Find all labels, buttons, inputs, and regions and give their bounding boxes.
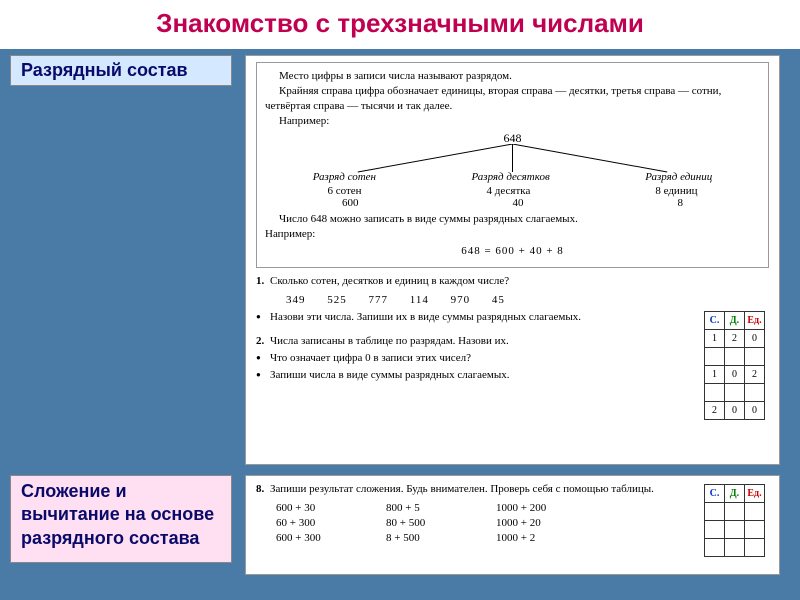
theory-box: Место цифры в записи числа называют разр… xyxy=(256,62,769,268)
table-header: Ед. xyxy=(745,312,765,330)
theory-line: Крайняя справа цифра обозначает единицы,… xyxy=(265,84,760,114)
theory-line: Место цифры в записи числа называют разр… xyxy=(265,69,760,84)
branch-label: Разряд единиц xyxy=(645,170,712,185)
equation: 648 = 600 + 40 + 8 xyxy=(265,244,760,259)
section-label-1: Разрядный состав xyxy=(10,55,232,86)
table-header: Д. xyxy=(725,312,745,330)
task-text: Числа записаны в таблице по разрядам. На… xyxy=(270,335,509,347)
expr: 80 + 500 xyxy=(386,516,476,531)
task-bullet: Запиши числа в виде суммы разрядных слаг… xyxy=(256,368,769,383)
expr: 8 + 500 xyxy=(386,531,476,546)
table-header: Д. xyxy=(725,485,745,503)
branch-label: Разряд десятков xyxy=(471,170,549,185)
theory-line: Например: xyxy=(265,227,760,242)
theory-line: Например: xyxy=(265,114,760,129)
table-header: С. xyxy=(705,312,725,330)
empty-place-value-table: С. Д. Ед. xyxy=(704,484,765,557)
task-bullet: Что означает цифра 0 в записи этих чисел… xyxy=(256,351,769,366)
place-value-table: С. Д. Ед. 120 102 200 xyxy=(704,311,765,420)
task-2: 2.Числа записаны в таблице по разрядам. … xyxy=(256,334,769,383)
branch-num: 8 xyxy=(678,196,684,211)
expr: 1000 + 2 xyxy=(496,531,586,546)
task-number: 2. xyxy=(256,334,270,349)
page-title: Знакомство с трехзначными числами xyxy=(0,0,800,49)
expr: 60 + 300 xyxy=(276,516,366,531)
table-header: Ед. xyxy=(745,485,765,503)
task-number: 8. xyxy=(256,482,270,497)
content-panel-2: 8.Запиши результат сложения. Будь внимат… xyxy=(245,475,780,575)
task-text: Сколько сотен, десятков и единиц в каждо… xyxy=(270,275,509,287)
theory-line: Число 648 можно записать в виде суммы ра… xyxy=(265,212,760,227)
branch-num: 600 xyxy=(342,196,359,211)
section-label-2: Сложение и вычитание на основе разрядног… xyxy=(10,475,232,563)
place-value-diagram: 648 Разряд сотен Разряд десятков Разряд … xyxy=(265,130,760,208)
task-1: 1.Сколько сотен, десятков и единиц в каж… xyxy=(256,274,769,325)
branch-label: Разряд сотен xyxy=(313,170,376,185)
expr: 1000 + 20 xyxy=(496,516,586,531)
number-list: 349 525 777 114 970 45 xyxy=(256,293,769,308)
task-bullet: Назови эти числа. Запиши их в виде суммы… xyxy=(256,310,769,325)
task-8: 8.Запиши результат сложения. Будь внимат… xyxy=(256,482,769,497)
content-panel-1: Место цифры в записи числа называют разр… xyxy=(245,55,780,465)
addition-columns: 600 + 30 60 + 300 600 + 300 800 + 5 80 +… xyxy=(256,501,769,546)
branch-num: 40 xyxy=(513,196,524,211)
table-header: С. xyxy=(705,485,725,503)
expr: 1000 + 200 xyxy=(496,501,586,516)
task-text: Запиши результат сложения. Будь внимател… xyxy=(270,483,654,495)
expr: 600 + 30 xyxy=(276,501,366,516)
task-number: 1. xyxy=(256,274,270,289)
expr: 800 + 5 xyxy=(386,501,476,516)
expr: 600 + 300 xyxy=(276,531,366,546)
